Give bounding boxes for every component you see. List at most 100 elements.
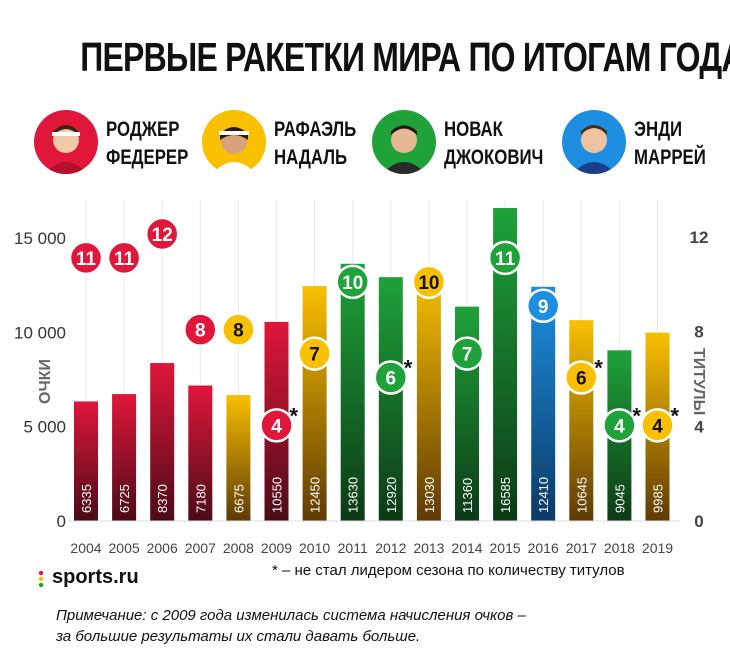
bar-value-label: 9985 [651, 484, 666, 513]
title-badge-value: 11 [114, 249, 135, 270]
bar [150, 363, 175, 521]
bar [302, 286, 327, 521]
title-badge [335, 264, 370, 300]
bar-value-label: 12410 [536, 477, 551, 513]
asterisk-mark: * [404, 356, 413, 381]
title-badge-value: 4 [652, 416, 663, 437]
bar-value-label: 6725 [117, 484, 132, 513]
x-tick-label: 2012 [375, 540, 406, 556]
x-tick-label: 2015 [490, 540, 521, 556]
bar-value-label: 10645 [574, 477, 589, 513]
page-title: ПЕРВЫЕ РАКЕТКИ МИРА ПО ИТОГАМ ГОДА [80, 34, 730, 80]
bar [531, 286, 556, 521]
player-name-line2: ДЖОКОВИЧ [444, 146, 544, 169]
bar [340, 263, 365, 521]
bar-value-label: 12920 [384, 477, 399, 513]
player-name-line1: РОДЖЕР [106, 118, 180, 141]
bars: 6335 6725 8370 7180 6675 10550 12450 13630 12920… [74, 208, 670, 521]
points-note-line2: за большие результаты их стали давать бо… [56, 628, 421, 645]
x-tick-label: 2016 [528, 540, 559, 556]
title-badge [564, 360, 599, 395]
x-tick-label: 2008 [223, 540, 254, 556]
bar-value-label: 6335 [79, 484, 94, 513]
title-badge [68, 240, 104, 276]
title-badge-value: 11 [76, 249, 97, 270]
player-name-line1: ЭНДИ [634, 118, 683, 141]
title-badge [449, 336, 485, 371]
x-tick-label: 2014 [451, 540, 482, 556]
bar [74, 401, 98, 521]
federer-avatar [34, 110, 98, 174]
points-note: Примечание: с 2009 года изменилась систе… [56, 605, 696, 647]
x-tick-label: 2019 [642, 540, 673, 556]
y-tick-label: 15 000 [14, 229, 66, 248]
bar-value-label: 11360 [460, 478, 475, 513]
title-badge [525, 288, 561, 323]
title-badge [221, 312, 256, 347]
y2-tick-label: 4 [694, 417, 704, 436]
y2-tick-label: 12 [690, 228, 709, 247]
y2-tick-label: 8 [694, 323, 703, 342]
title-badge-value: 8 [195, 321, 206, 342]
title-badge-value: 7 [462, 345, 473, 366]
title-badge [144, 216, 180, 252]
y-tick-label: 5 000 [23, 418, 66, 437]
bar [226, 395, 251, 521]
y2-axis-label: ТИТУЛЫ [690, 348, 707, 415]
sports-logo[interactable]: sports.ru [52, 566, 139, 588]
title-badge-value: 9 [538, 297, 549, 318]
bar [188, 385, 213, 521]
title-badge [297, 336, 332, 371]
x-tick-label: 2009 [261, 540, 292, 556]
bar-value-label: 7180 [193, 484, 208, 513]
title-badge [183, 312, 218, 347]
x-tick-label: 2006 [147, 540, 178, 556]
y-tick-label: 0 [57, 512, 66, 531]
axes: 0 5 000 10 000 15 000 0 4 8 12 ОЧКИ ТИТУЛЫ 2004 200… [14, 228, 708, 556]
y-tick-label: 10 000 [14, 323, 66, 342]
y-axis-label: ОЧКИ [37, 359, 54, 404]
bar-value-label: 6675 [231, 484, 246, 513]
x-tick-label: 2017 [566, 540, 597, 556]
title-badge [411, 264, 447, 300]
x-tick-label: 2013 [413, 540, 444, 556]
bar [112, 394, 137, 521]
bar [569, 320, 594, 521]
asterisk-mark: * [290, 403, 299, 428]
bar-chart: 6335 6725 8370 7180 6675 10550 12450 13630 12920… [14, 200, 708, 556]
asterisk-mark: * [671, 403, 680, 428]
player-name-line2: МАРРЕЙ [634, 146, 706, 169]
nadal-avatar [202, 110, 266, 174]
title-badge-value: 10 [342, 273, 363, 294]
x-tick-label: 2004 [70, 540, 101, 556]
title-badge [259, 408, 294, 443]
x-tick-label: 2011 [338, 540, 368, 556]
bar [493, 208, 518, 521]
bar [416, 275, 441, 521]
bar-value-label: 13030 [422, 477, 437, 513]
x-tick-label: 2010 [299, 540, 330, 556]
title-badge-value: 11 [495, 249, 516, 270]
title-badge [106, 240, 142, 276]
title-badge-value: 6 [576, 369, 587, 390]
murray-avatar [562, 110, 626, 174]
x-tick-label: 2005 [109, 540, 140, 556]
title-badge-value: 4 [614, 416, 625, 437]
bar-value-label: 8370 [155, 484, 170, 513]
bar-value-label: 13630 [346, 477, 361, 513]
bar-value-label: 16585 [498, 477, 513, 513]
asterisk-mark: * [632, 403, 641, 428]
title-badge [602, 408, 637, 443]
points-note-line1: Примечание: с 2009 года изменилась систе… [56, 607, 526, 624]
title-badge-value: 10 [418, 273, 439, 294]
player-name-line1: РАФАЭЛЬ [274, 118, 357, 141]
title-badge-value: 4 [271, 416, 282, 437]
bar-value-label: 10550 [270, 477, 285, 513]
player-name-line1: НОВАК [444, 118, 503, 141]
player-name-line2: НАДАЛЬ [274, 146, 348, 169]
title-badge-value: 8 [233, 321, 244, 342]
title-badge [487, 240, 523, 276]
title-badges: 11 11 12 8 8 4 * 7 10 6 * 10 7 11 9 6 * 4 * 4 * [68, 216, 680, 443]
bar-value-label: 12450 [308, 477, 323, 513]
